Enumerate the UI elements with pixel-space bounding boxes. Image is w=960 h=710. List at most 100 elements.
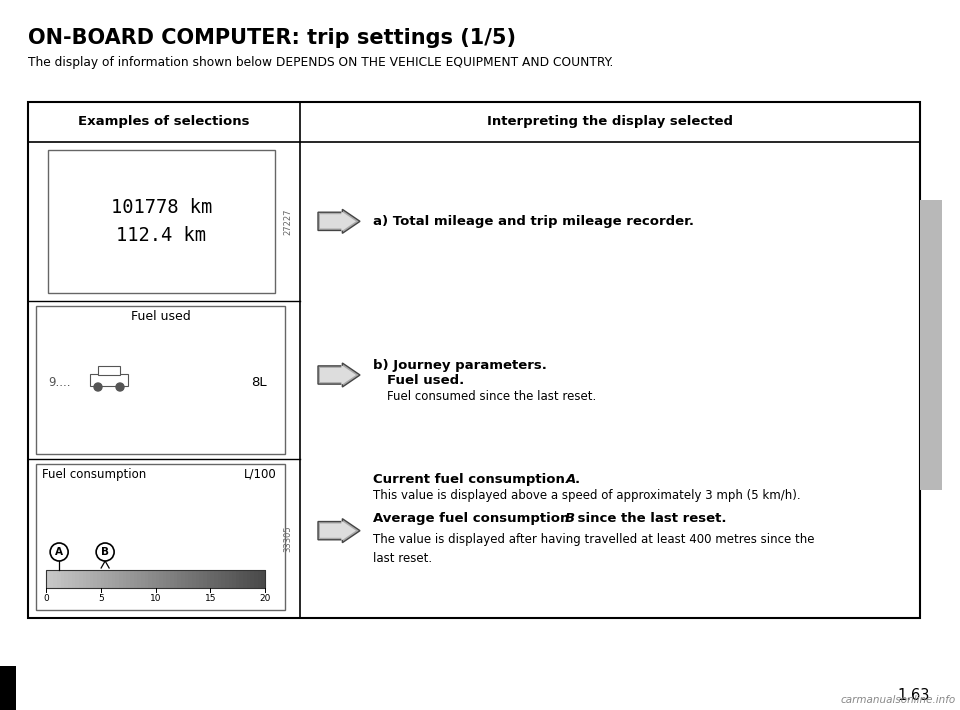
Text: Average fuel consumption: Average fuel consumption: [373, 512, 574, 525]
Bar: [243, 570, 248, 588]
Bar: [50, 570, 54, 588]
Text: .: .: [575, 474, 580, 486]
Bar: [54, 570, 58, 588]
Bar: [181, 570, 185, 588]
Text: b) Journey parameters.: b) Journey parameters.: [373, 359, 547, 373]
Text: Interpreting the display selected: Interpreting the display selected: [487, 116, 733, 129]
Polygon shape: [318, 519, 360, 542]
Text: B: B: [565, 512, 575, 525]
Bar: [64, 570, 68, 588]
Text: 33305: 33305: [283, 525, 293, 552]
Bar: [108, 570, 112, 588]
Text: ON-BOARD COMPUTER: trip settings (1/5): ON-BOARD COMPUTER: trip settings (1/5): [28, 28, 516, 48]
Text: A: A: [566, 474, 576, 486]
Text: The value is displayed after having travelled at least 400 metres since the: The value is displayed after having trav…: [373, 532, 814, 545]
Text: Fuel used: Fuel used: [131, 310, 190, 323]
Bar: [178, 570, 181, 588]
Bar: [247, 570, 251, 588]
Bar: [257, 570, 262, 588]
Bar: [83, 570, 86, 588]
Bar: [123, 570, 127, 588]
Bar: [152, 570, 156, 588]
Polygon shape: [320, 365, 356, 385]
Text: 20: 20: [259, 594, 271, 603]
Bar: [141, 570, 145, 588]
Text: 112.4 km: 112.4 km: [116, 226, 206, 245]
Bar: [119, 570, 123, 588]
Bar: [75, 570, 80, 588]
Bar: [254, 570, 258, 588]
Text: Fuel used.: Fuel used.: [387, 374, 465, 388]
Text: 5: 5: [98, 594, 104, 603]
Bar: [170, 570, 175, 588]
Bar: [93, 570, 98, 588]
Bar: [57, 570, 61, 588]
Polygon shape: [318, 363, 360, 387]
Text: Current fuel consumption: Current fuel consumption: [373, 474, 569, 486]
Bar: [232, 570, 236, 588]
Text: Fuel consumed since the last reset.: Fuel consumed since the last reset.: [387, 391, 596, 403]
Bar: [239, 570, 244, 588]
Bar: [28, 102, 920, 618]
Bar: [261, 570, 266, 588]
Polygon shape: [318, 209, 360, 234]
Text: carmanualsonline.info: carmanualsonline.info: [841, 695, 956, 705]
Bar: [60, 570, 64, 588]
Bar: [46, 570, 265, 588]
Bar: [210, 570, 214, 588]
Bar: [90, 570, 94, 588]
Bar: [127, 570, 131, 588]
Bar: [188, 570, 193, 588]
Bar: [145, 570, 149, 588]
Text: 8L: 8L: [252, 376, 267, 388]
Text: B: B: [101, 547, 109, 557]
Bar: [184, 570, 189, 588]
Bar: [214, 570, 218, 588]
Bar: [174, 570, 178, 588]
Bar: [36, 306, 285, 454]
Polygon shape: [320, 212, 356, 231]
Circle shape: [96, 543, 114, 561]
Bar: [115, 570, 119, 588]
Text: Fuel consumption: Fuel consumption: [42, 468, 146, 481]
Text: since the last reset.: since the last reset.: [573, 512, 727, 525]
Bar: [221, 570, 226, 588]
Bar: [90, 374, 128, 386]
Text: 15: 15: [204, 594, 216, 603]
Bar: [133, 570, 137, 588]
Bar: [36, 464, 285, 610]
Bar: [156, 570, 159, 588]
Bar: [159, 570, 163, 588]
Text: The display of information shown below DEPENDS ON THE VEHICLE EQUIPMENT AND COUN: The display of information shown below D…: [28, 56, 613, 69]
Bar: [200, 570, 204, 588]
Bar: [68, 570, 72, 588]
Text: 0: 0: [43, 594, 49, 603]
Text: 1.63: 1.63: [898, 687, 930, 702]
Text: 27227: 27227: [283, 208, 293, 234]
Bar: [137, 570, 141, 588]
Circle shape: [116, 383, 124, 391]
Text: 101778 km: 101778 km: [110, 198, 212, 217]
Bar: [166, 570, 171, 588]
Bar: [79, 570, 83, 588]
Text: This value is displayed above a speed of approximately 3 mph (5 km/h).: This value is displayed above a speed of…: [373, 489, 801, 503]
Bar: [105, 570, 108, 588]
Text: 10: 10: [150, 594, 161, 603]
Bar: [72, 570, 76, 588]
Bar: [0, 666, 16, 710]
Bar: [97, 570, 101, 588]
Bar: [48, 150, 275, 293]
Polygon shape: [320, 520, 356, 541]
Bar: [203, 570, 207, 588]
Circle shape: [94, 383, 102, 391]
Text: L/100: L/100: [244, 468, 277, 481]
Bar: [101, 570, 105, 588]
Text: 9....: 9....: [48, 376, 70, 388]
Text: Examples of selections: Examples of selections: [79, 116, 250, 129]
Bar: [192, 570, 196, 588]
Bar: [148, 570, 153, 588]
Text: A: A: [55, 547, 63, 557]
Bar: [206, 570, 211, 588]
Bar: [163, 570, 167, 588]
Bar: [218, 570, 222, 588]
